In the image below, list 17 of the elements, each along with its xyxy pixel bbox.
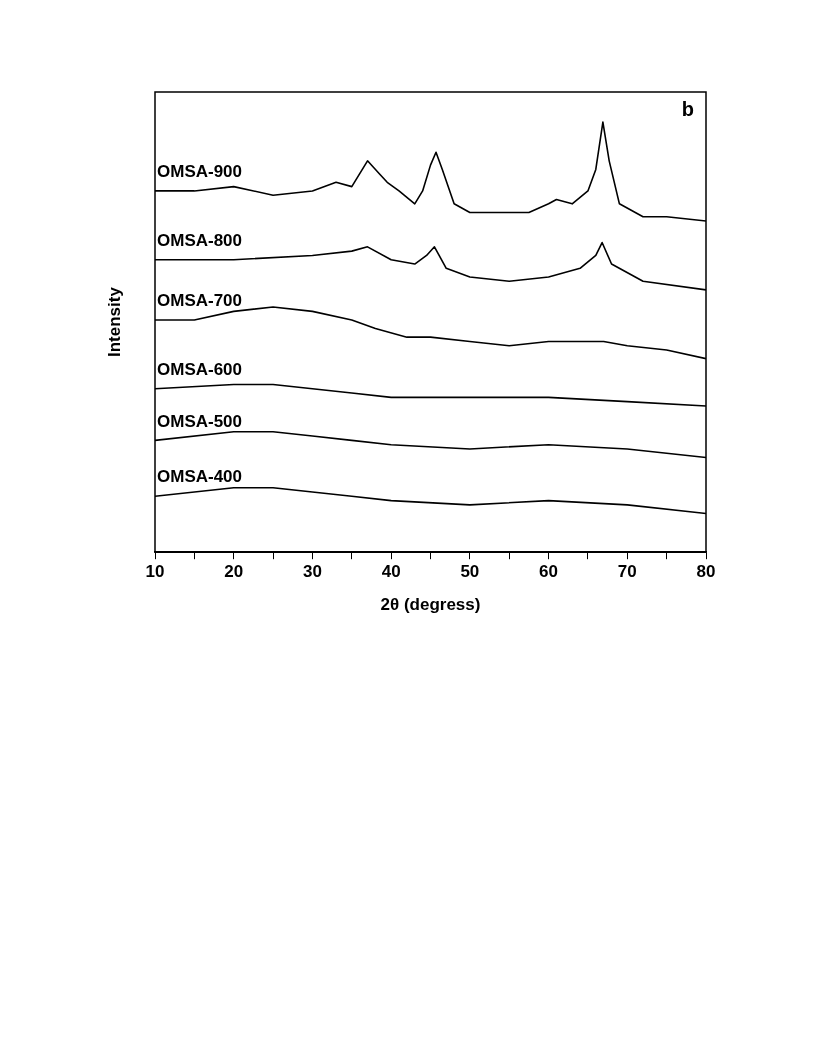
x-tick-label: 30 xyxy=(302,562,322,582)
x-tick-label: 70 xyxy=(617,562,637,582)
text: b xyxy=(681,97,694,120)
series-label: OMSA-600 xyxy=(157,359,243,379)
y-axis-title: Intensity xyxy=(104,286,124,358)
series-label: OMSA-700 xyxy=(157,291,243,311)
x-tick-label: 20 xyxy=(224,562,244,582)
series-label: OMSA-400 xyxy=(157,467,243,487)
series-label: OMSA-500 xyxy=(157,411,243,431)
x-tick-label: 80 xyxy=(696,562,716,582)
x-axis-title: 2θ (degress) xyxy=(380,595,481,615)
x-tick-label: 60 xyxy=(539,562,559,582)
x-tick-label: 50 xyxy=(460,562,480,582)
x-tick-label: 10 xyxy=(145,562,165,582)
x-tick-label: 40 xyxy=(381,562,401,582)
series-label: OMSA-800 xyxy=(157,230,243,250)
series-label: OMSA-900 xyxy=(157,162,243,182)
